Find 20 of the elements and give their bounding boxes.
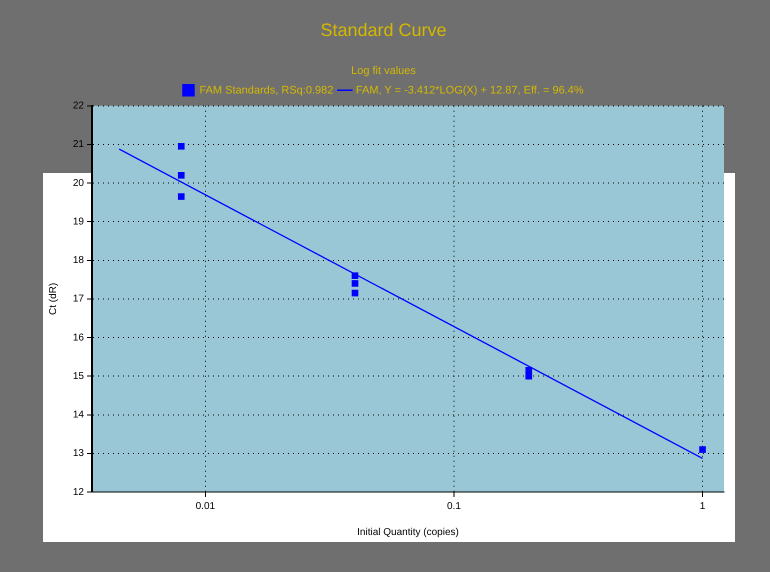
y-tick-label: 18 [72, 255, 84, 266]
y-tick-label: 19 [72, 216, 84, 228]
x-tick-label: 1 [700, 500, 706, 512]
y-tick-label: 22 [72, 100, 84, 112]
legend-title: Log fit values [351, 65, 416, 78]
chart-title: Standard Curve [320, 20, 447, 40]
y-tick-label: 21 [72, 139, 84, 150]
y-tick-label: 17 [72, 294, 84, 305]
y-tick-label: 12 [72, 486, 84, 498]
y-tick-label: 15 [72, 370, 84, 382]
x-tick-label: 0.1 [446, 500, 462, 512]
y-tick-label: 14 [72, 410, 84, 421]
legend-label: FAM, Y = -3.412*LOG(X) + 12.87, Eff. = 96.4% [356, 84, 584, 96]
y-axis-title: Ct (dR) [48, 282, 59, 316]
legend-label: FAM Standards, RSq:0.982 [199, 84, 334, 96]
y-tick-label: 13 [72, 448, 84, 460]
x-tick-label: 0.01 [196, 500, 216, 512]
y-tick-label: 16 [72, 332, 84, 344]
x-axis-title: Initial Quantity (copies) [357, 526, 459, 538]
y-tick-label: 20 [72, 178, 84, 189]
